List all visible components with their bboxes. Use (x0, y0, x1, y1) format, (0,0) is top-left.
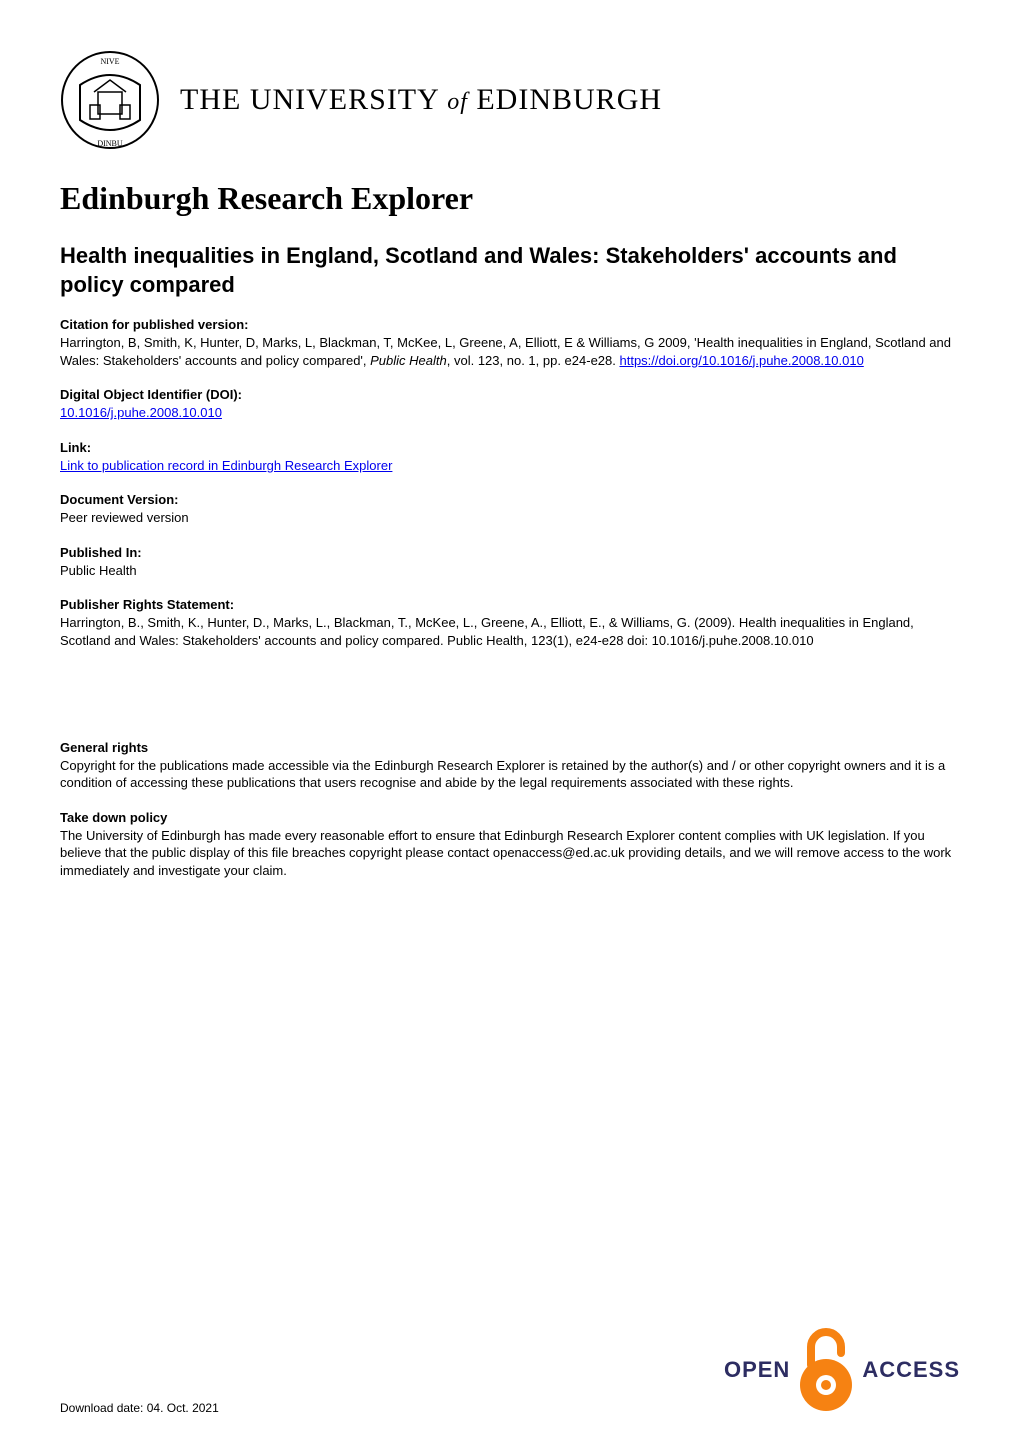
open-text: OPEN (724, 1357, 790, 1383)
general-rights-section: General rights Copyright for the publica… (60, 740, 960, 792)
link-section: Link: Link to publication record in Edin… (60, 440, 960, 475)
general-rights-heading: General rights (60, 740, 960, 755)
citation-heading: Citation for published version: (60, 317, 960, 332)
published-in-section: Published In: Public Health (60, 545, 960, 580)
footer: Download date: 04. Oct. 2021 OPEN ACCESS (60, 1325, 960, 1415)
svg-text:DINBU: DINBU (97, 139, 123, 148)
explorer-title: Edinburgh Research Explorer (60, 180, 960, 217)
download-date: Download date: 04. Oct. 2021 (60, 1401, 219, 1415)
page: NIVE DINBU THE UNIVERSITY of EDINBURGH E… (0, 0, 1020, 1443)
citation-doi-link[interactable]: https://doi.org/10.1016/j.puhe.2008.10.0… (619, 353, 863, 368)
published-in-body: Public Health (60, 562, 960, 580)
link-heading: Link: (60, 440, 960, 455)
general-rights-body: Copyright for the publications made acce… (60, 757, 960, 792)
open-access-badge: OPEN ACCESS (724, 1325, 960, 1415)
doc-version-body: Peer reviewed version (60, 509, 960, 527)
takedown-heading: Take down policy (60, 810, 960, 825)
university-name-pre: THE UNIVERSITY (180, 83, 439, 116)
paper-title: Health inequalities in England, Scotland… (60, 242, 960, 299)
doi-heading: Digital Object Identifier (DOI): (60, 387, 960, 402)
access-text: ACCESS (862, 1357, 960, 1383)
citation-section: Citation for published version: Harringt… (60, 317, 960, 369)
citation-body: Harrington, B, Smith, K, Hunter, D, Mark… (60, 334, 960, 369)
link-body: Link to publication record in Edinburgh … (60, 457, 960, 475)
published-in-heading: Published In: (60, 545, 960, 560)
university-name: THE UNIVERSITY of EDINBURGH (180, 83, 662, 117)
doi-section: Digital Object Identifier (DOI): 10.1016… (60, 387, 960, 422)
doc-version-heading: Document Version: (60, 492, 960, 507)
takedown-body: The University of Edinburgh has made eve… (60, 827, 960, 880)
university-crest: NIVE DINBU (60, 50, 160, 150)
rights-body: Harrington, B., Smith, K., Hunter, D., M… (60, 614, 960, 649)
doi-body: 10.1016/j.puhe.2008.10.010 (60, 404, 960, 422)
takedown-section: Take down policy The University of Edinb… (60, 810, 960, 880)
open-access-lock-icon (796, 1325, 856, 1415)
doi-link[interactable]: 10.1016/j.puhe.2008.10.010 (60, 405, 222, 420)
doc-version-section: Document Version: Peer reviewed version (60, 492, 960, 527)
rights-heading: Publisher Rights Statement: (60, 597, 960, 612)
svg-text:NIVE: NIVE (100, 57, 119, 66)
publication-record-link[interactable]: Link to publication record in Edinburgh … (60, 458, 392, 473)
university-name-of: of (447, 89, 468, 115)
header: NIVE DINBU THE UNIVERSITY of EDINBURGH (60, 50, 960, 150)
rights-section: Publisher Rights Statement: Harrington, … (60, 597, 960, 649)
university-name-post: EDINBURGH (476, 83, 662, 116)
